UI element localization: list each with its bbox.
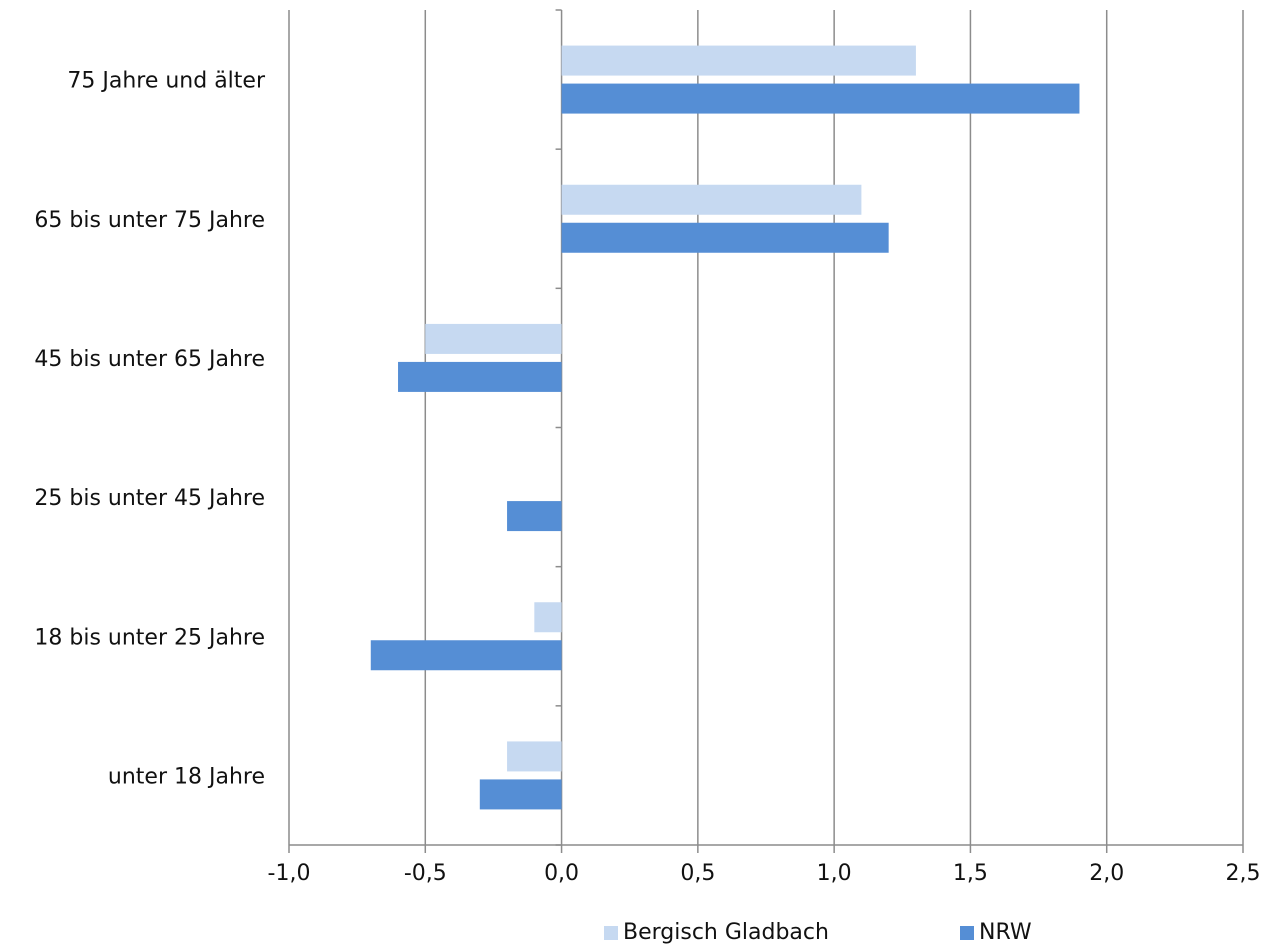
bar-nrw-18-bis-unter-25-jahre — [370, 640, 562, 671]
gridlines — [288, 10, 1244, 845]
category-label-unter-18-jahre: unter 18 Jahre — [108, 764, 265, 789]
legend: Bergisch Gladbach NRW — [604, 920, 1032, 945]
bar-nrw-unter-18-jahre — [479, 779, 562, 810]
bar-nrw-65-bis-unter-75-jahre — [561, 222, 889, 253]
x-tick-label-4: 1,0 — [817, 861, 852, 886]
category-label-18-bis-unter-25-jahre: 18 bis unter 25 Jahre — [34, 625, 265, 650]
x-tick-label-2: 0,0 — [544, 861, 579, 886]
bar-bergisch-gladbach-75-jahre-und-lter — [561, 45, 916, 76]
tick-labels: -1,0 -0,5 0,0 0,5 1,0 1,5 2,0 2,5 — [268, 861, 1261, 886]
x-tick-label-1: -0,5 — [404, 861, 447, 886]
x-tick-label-5: 1,5 — [953, 861, 988, 886]
legend-label-bergisch-gladbach: Bergisch Gladbach — [623, 920, 829, 945]
bar-bergisch-gladbach-unter-18-jahre — [507, 741, 562, 772]
x-tick-label-6: 2,0 — [1089, 861, 1124, 886]
bar-nrw-25-bis-unter-45-jahre — [507, 501, 562, 532]
legend-swatch-bergisch-gladbach — [604, 926, 618, 940]
axes — [288, 9, 1244, 853]
bar-nrw-45-bis-unter-65-jahre — [398, 361, 562, 392]
category-label-25-bis-unter-45-jahre: 25 bis unter 45 Jahre — [34, 486, 265, 511]
legend-label-nrw: NRW — [979, 920, 1032, 945]
category-label-45-bis-unter-65-jahre: 45 bis unter 65 Jahre — [34, 347, 265, 372]
category-label-65-bis-unter-75-jahre: 65 bis unter 75 Jahre — [34, 208, 265, 233]
bar-nrw-75-jahre-und-lter — [561, 83, 1080, 114]
x-tick-label-0: -1,0 — [268, 861, 311, 886]
x-tick-label-3: 0,5 — [680, 861, 715, 886]
legend-swatch-nrw — [960, 926, 974, 940]
bar-bergisch-gladbach-18-bis-unter-25-jahre — [534, 602, 562, 633]
bar-bergisch-gladbach-45-bis-unter-65-jahre — [425, 323, 562, 354]
x-tick-label-7: 2,5 — [1226, 861, 1261, 886]
bar-bergisch-gladbach-65-bis-unter-75-jahre — [561, 184, 862, 215]
category-labels: 75 Jahre und älter 65 bis unter 75 Jahre 4… — [34, 69, 266, 790]
category-label-75-jahre-und-lter: 75 Jahre und älter — [67, 69, 266, 94]
bars — [370, 45, 1080, 810]
